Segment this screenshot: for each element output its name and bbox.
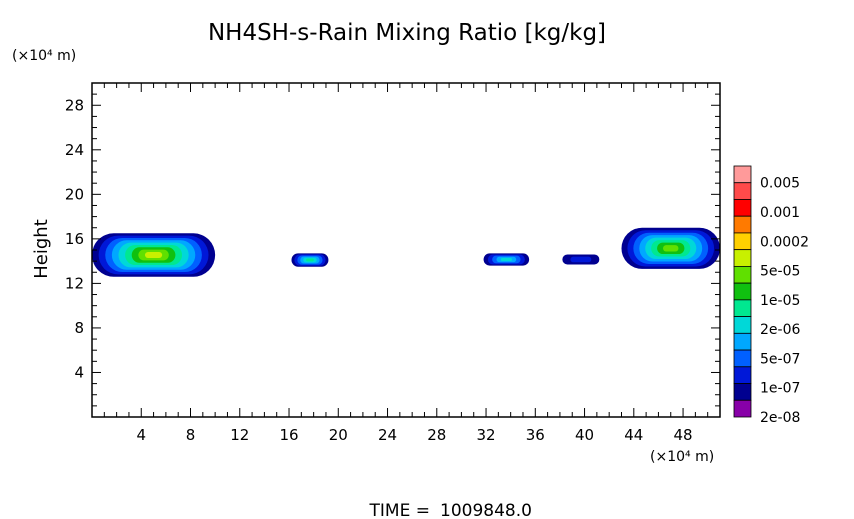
colorbar-swatch [733, 332, 752, 351]
colorbar-label: 0.001 [760, 205, 800, 221]
y-axis-label: Height [31, 219, 52, 279]
field-region-3-level-4 [500, 257, 512, 261]
colorbar-label: 2e-08 [760, 410, 800, 426]
y-tick-label: 12 [65, 274, 84, 292]
time-value: 1009848.0 [440, 501, 532, 519]
x-tick-label: 44 [624, 426, 643, 444]
y-tick-label: 20 [65, 185, 84, 203]
x-tick-label: 40 [575, 426, 594, 444]
colorbar-label: 5e-05 [760, 264, 800, 280]
y-tick-label: 8 [74, 319, 84, 337]
colorbar-swatch [733, 199, 752, 217]
x-tick-label: 8 [186, 426, 196, 444]
y-tick-label: 4 [74, 363, 84, 381]
colorbar-swatch [733, 215, 752, 234]
colorbar-swatch [733, 299, 752, 318]
field-region-2-level-5 [306, 258, 314, 262]
x-tick-label: 36 [526, 426, 545, 444]
colorbar-swatch [733, 165, 752, 184]
colorbar-swatch [733, 282, 752, 301]
x-tick-label: 28 [427, 426, 446, 444]
x-tick-label: 24 [378, 426, 397, 444]
colorbar-label: 5e-07 [760, 351, 800, 367]
mixing-ratio-field [92, 227, 720, 277]
y-tick-label: 16 [65, 230, 84, 248]
colorbar-label: 2e-06 [760, 322, 800, 338]
colorbar-swatch [733, 265, 752, 284]
x-tick-label: 4 [136, 426, 146, 444]
field-region-1-level-8 [144, 251, 163, 259]
x-tick-label: 48 [674, 426, 693, 444]
x-tick-label: 20 [329, 426, 348, 444]
time-label: TIME = [369, 501, 430, 519]
y-tick-label: 28 [65, 96, 84, 114]
colorbar-swatch [733, 232, 752, 251]
chart-title: NH4SH-s-Rain Mixing Ratio [kg/kg] [208, 20, 606, 46]
colorbar-label: 1e-07 [760, 381, 800, 397]
field-region-5-level-7 [663, 245, 679, 252]
x-unit-label: (×10⁴ m) [650, 449, 714, 465]
colorbar-label: 1e-05 [760, 293, 800, 309]
x-tick-label: 32 [476, 426, 495, 444]
colorbar-label: 0.0002 [760, 234, 809, 250]
field-region-4-level-1 [570, 256, 592, 263]
colorbar-swatch [733, 349, 752, 368]
colorbar-swatch [733, 366, 752, 384]
x-tick-label: 16 [279, 426, 298, 444]
colorbar: 0.005 0.001 0.0002 5e-05 1e-05 2e-06 5e-07 1e-0… [733, 165, 809, 426]
colorbar-swatch [733, 383, 752, 401]
y-unit-label: (×10⁴ m) [12, 48, 76, 64]
colorbar-swatch [733, 249, 752, 267]
colorbar-swatch [733, 316, 752, 334]
colorbar-swatch [733, 399, 752, 418]
x-tick-label: 12 [230, 426, 249, 444]
colorbar-label: 0.005 [760, 176, 800, 192]
colorbar-swatch [733, 182, 752, 200]
y-tick-label: 24 [65, 141, 84, 159]
